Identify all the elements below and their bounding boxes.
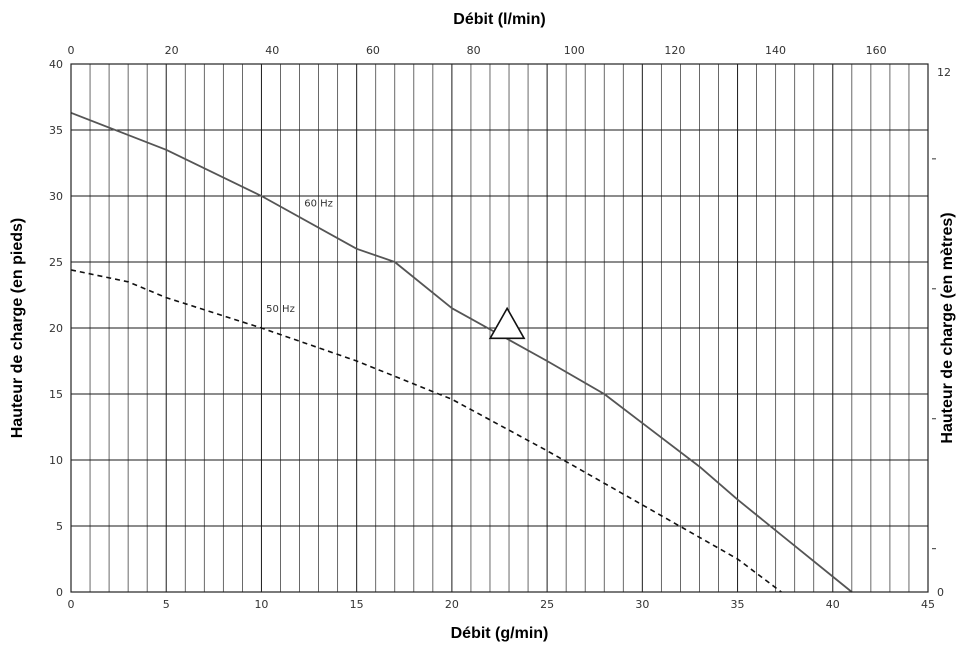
tick-label-x-top: 100 <box>564 44 585 57</box>
series-line-60hz <box>70 112 853 593</box>
series-label-50hz: 50 Hz <box>266 304 295 315</box>
plot-frame <box>70 63 929 593</box>
tick-label-x-bottom: 15 <box>350 598 364 611</box>
tick-label-x-bottom: 30 <box>635 598 649 611</box>
tick-label-y-right: 12 <box>937 66 951 79</box>
tick-label-x-bottom: 5 <box>163 598 170 611</box>
annotations <box>488 306 526 340</box>
tick-label-y-left: 10 <box>49 454 63 467</box>
tick-label-x-bottom: 35 <box>731 598 745 611</box>
tick-label-x-top: 0 <box>68 44 75 57</box>
series-group: 60 Hz 50 Hz <box>70 112 853 593</box>
tick-label-x-bottom: 25 <box>540 598 554 611</box>
series-line-50hz <box>70 269 782 593</box>
tick-label-y-right: 0 <box>937 586 944 599</box>
tick-label-y-left: 25 <box>49 256 63 269</box>
tick-label-x-top: 40 <box>265 44 279 57</box>
bottom-axis-title: Débit (g/min) <box>451 625 549 642</box>
triangle-marker <box>488 306 526 340</box>
left-axis-title: Hauteur de charge (en pieds) <box>9 218 26 439</box>
tick-label-x-bottom: 45 <box>921 598 935 611</box>
series-label-60hz: 60 Hz <box>304 199 333 210</box>
tick-label-y-left: 40 <box>49 58 63 71</box>
tick-label-x-top: 80 <box>467 44 481 57</box>
tick-label-x-top: 60 <box>366 44 380 57</box>
tick-label-x-bottom: 0 <box>68 598 75 611</box>
tick-label-y-left: 20 <box>49 322 63 335</box>
tick-label-y-left: 35 <box>49 124 63 137</box>
tick-label-y-left: 15 <box>49 388 63 401</box>
tick-label-x-top: 140 <box>765 44 786 57</box>
top-axis-title: Débit (l/min) <box>453 11 545 28</box>
tick-label-x-top: 20 <box>165 44 179 57</box>
tick-label-y-left: 5 <box>56 520 63 533</box>
tick-label-x-bottom: 40 <box>826 598 840 611</box>
tick-label-y-left: 30 <box>49 190 63 203</box>
tick-label-x-top: 160 <box>866 44 887 57</box>
tick-labels: 0 5 10 15 20 25 30 35 40 450 20 40 60 80 100 120 140 1600… <box>49 44 951 611</box>
tick-label-y-left: 0 <box>56 586 63 599</box>
tick-label-x-top: 120 <box>664 44 685 57</box>
right-axis-title: Hauteur de charge (en mètres) <box>939 212 956 443</box>
tick-label-x-bottom: 20 <box>445 598 459 611</box>
tick-label-x-bottom: 10 <box>254 598 268 611</box>
